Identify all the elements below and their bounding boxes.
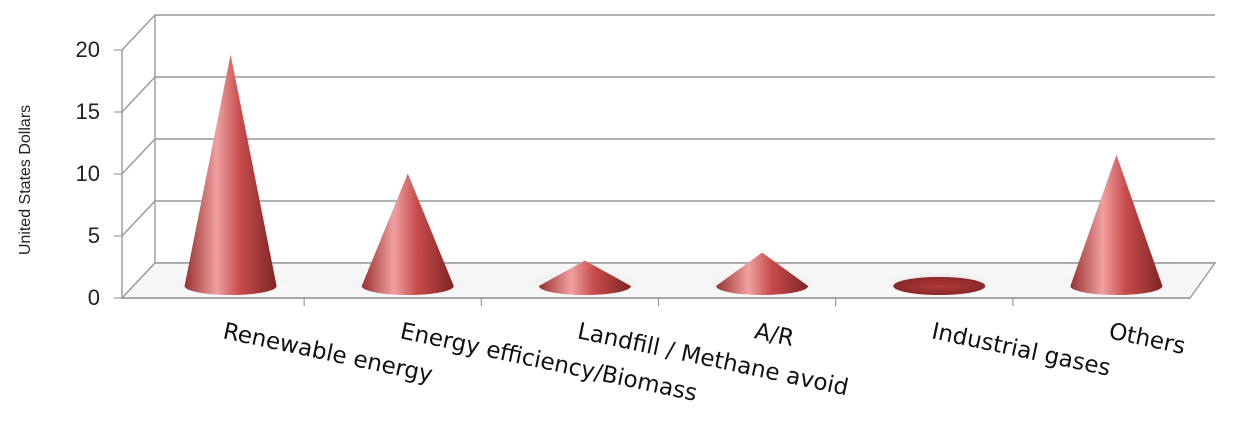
cone-bar — [1070, 154, 1163, 295]
cone-body — [361, 173, 454, 295]
cone-bar — [538, 260, 631, 295]
cone-bar — [893, 277, 986, 295]
x-tick-label: A/R — [752, 318, 796, 352]
gridline-side — [121, 14, 156, 51]
y-tick-label: 20 — [76, 37, 100, 62]
axes: 0 5 10 15 20 — [76, 14, 1215, 310]
y-tick-label: 15 — [76, 99, 100, 124]
cone-body — [538, 260, 631, 295]
y-tick-label: 0 — [88, 285, 100, 310]
gridline-side — [121, 76, 156, 113]
y-tick-label: 5 — [88, 223, 100, 248]
cone-bar — [361, 173, 454, 295]
y-axis-label: United States Dollars — [17, 105, 34, 255]
cone-body — [184, 54, 277, 295]
gridline-side — [121, 200, 156, 237]
cone-base — [893, 277, 986, 295]
cone-bar — [716, 252, 809, 295]
cone-body — [1070, 154, 1163, 295]
x-tick-label: Industrial gases — [929, 318, 1112, 381]
x-tick-label: Energy efficiency/Biomass — [398, 318, 699, 406]
cones — [154, 54, 1193, 297]
gridline-side — [121, 138, 156, 175]
y-tick-label: 10 — [76, 161, 100, 186]
x-tick-label: Others — [1107, 318, 1188, 360]
cone-body — [716, 252, 809, 295]
cone-bar — [184, 54, 277, 295]
